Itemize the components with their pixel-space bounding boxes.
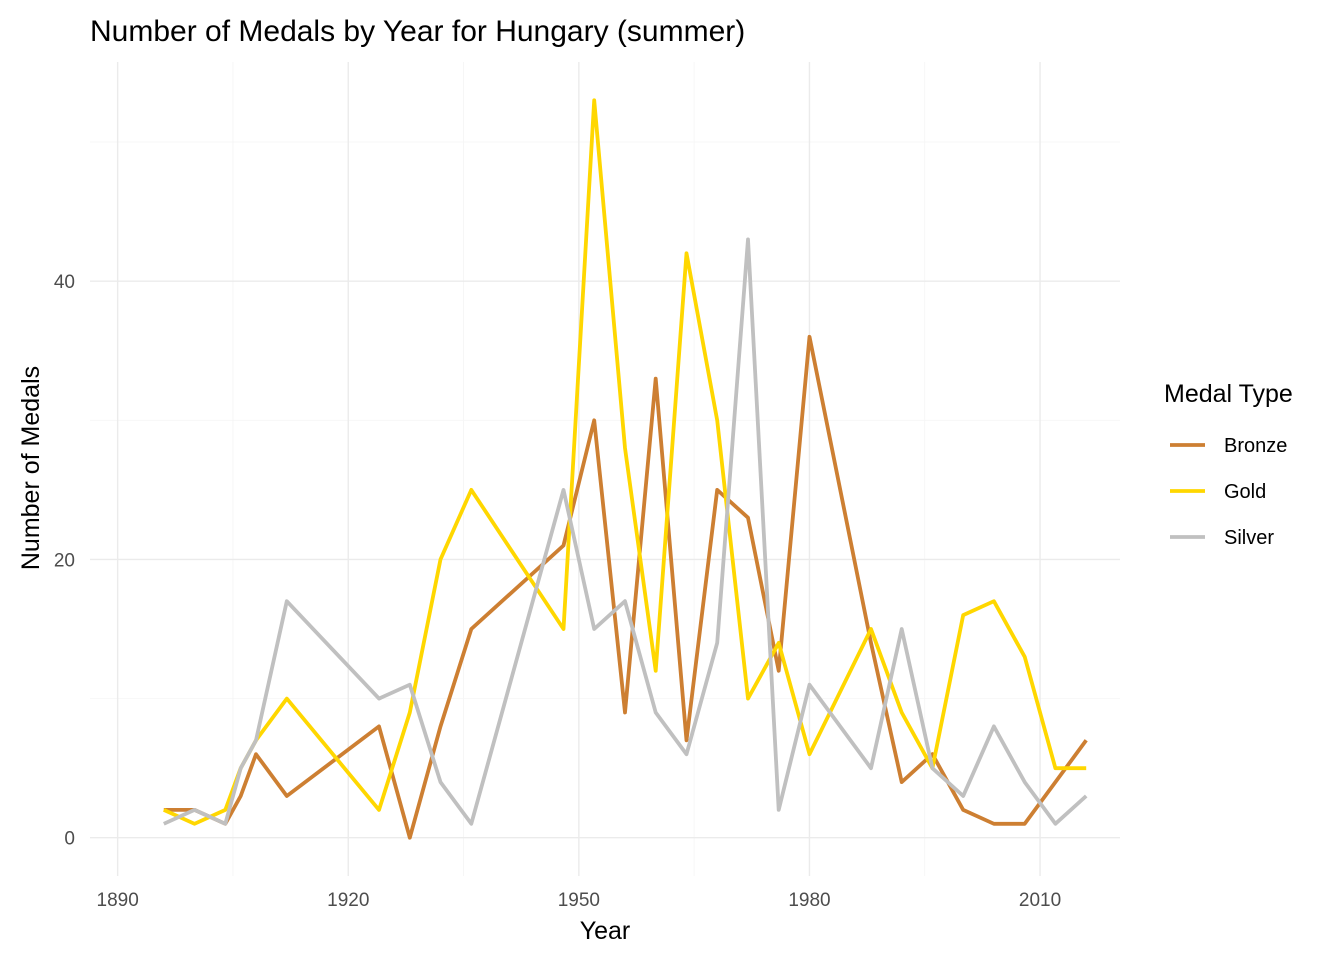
grid-lines (90, 62, 1120, 876)
y-tick-label: 40 (54, 272, 75, 293)
x-tick-label: 1950 (558, 890, 600, 911)
series-line-bronze (163, 334, 1088, 840)
x-tick-label: 2010 (1019, 890, 1061, 911)
y-axis-ticks: 0 20 40 (54, 272, 75, 850)
legend-title: Medal Type (1164, 380, 1293, 408)
series-lines (163, 98, 1088, 840)
chart-title: Number of Medals by Year for Hungary (su… (90, 15, 745, 48)
x-axis-title: Year (580, 917, 631, 945)
y-axis-title: Number of Medals (17, 366, 45, 570)
legend-label-silver: Silver (1224, 527, 1274, 549)
series-line-gold (163, 98, 1087, 826)
legend-label-bronze: Bronze (1224, 435, 1287, 457)
x-tick-label: 1890 (97, 890, 139, 911)
x-tick-label: 1980 (788, 890, 830, 911)
y-tick-label: 0 (64, 829, 75, 850)
x-axis-ticks: 1890 1920 1950 1980 2010 (97, 890, 1062, 911)
legend: Medal Type Bronze Gold Silver (1164, 380, 1293, 549)
legend-items: Bronze Gold Silver (1170, 435, 1287, 549)
x-tick-label: 1920 (327, 890, 369, 911)
y-tick-label: 20 (54, 550, 75, 571)
legend-label-gold: Gold (1224, 481, 1266, 503)
series-line-silver (163, 237, 1088, 826)
